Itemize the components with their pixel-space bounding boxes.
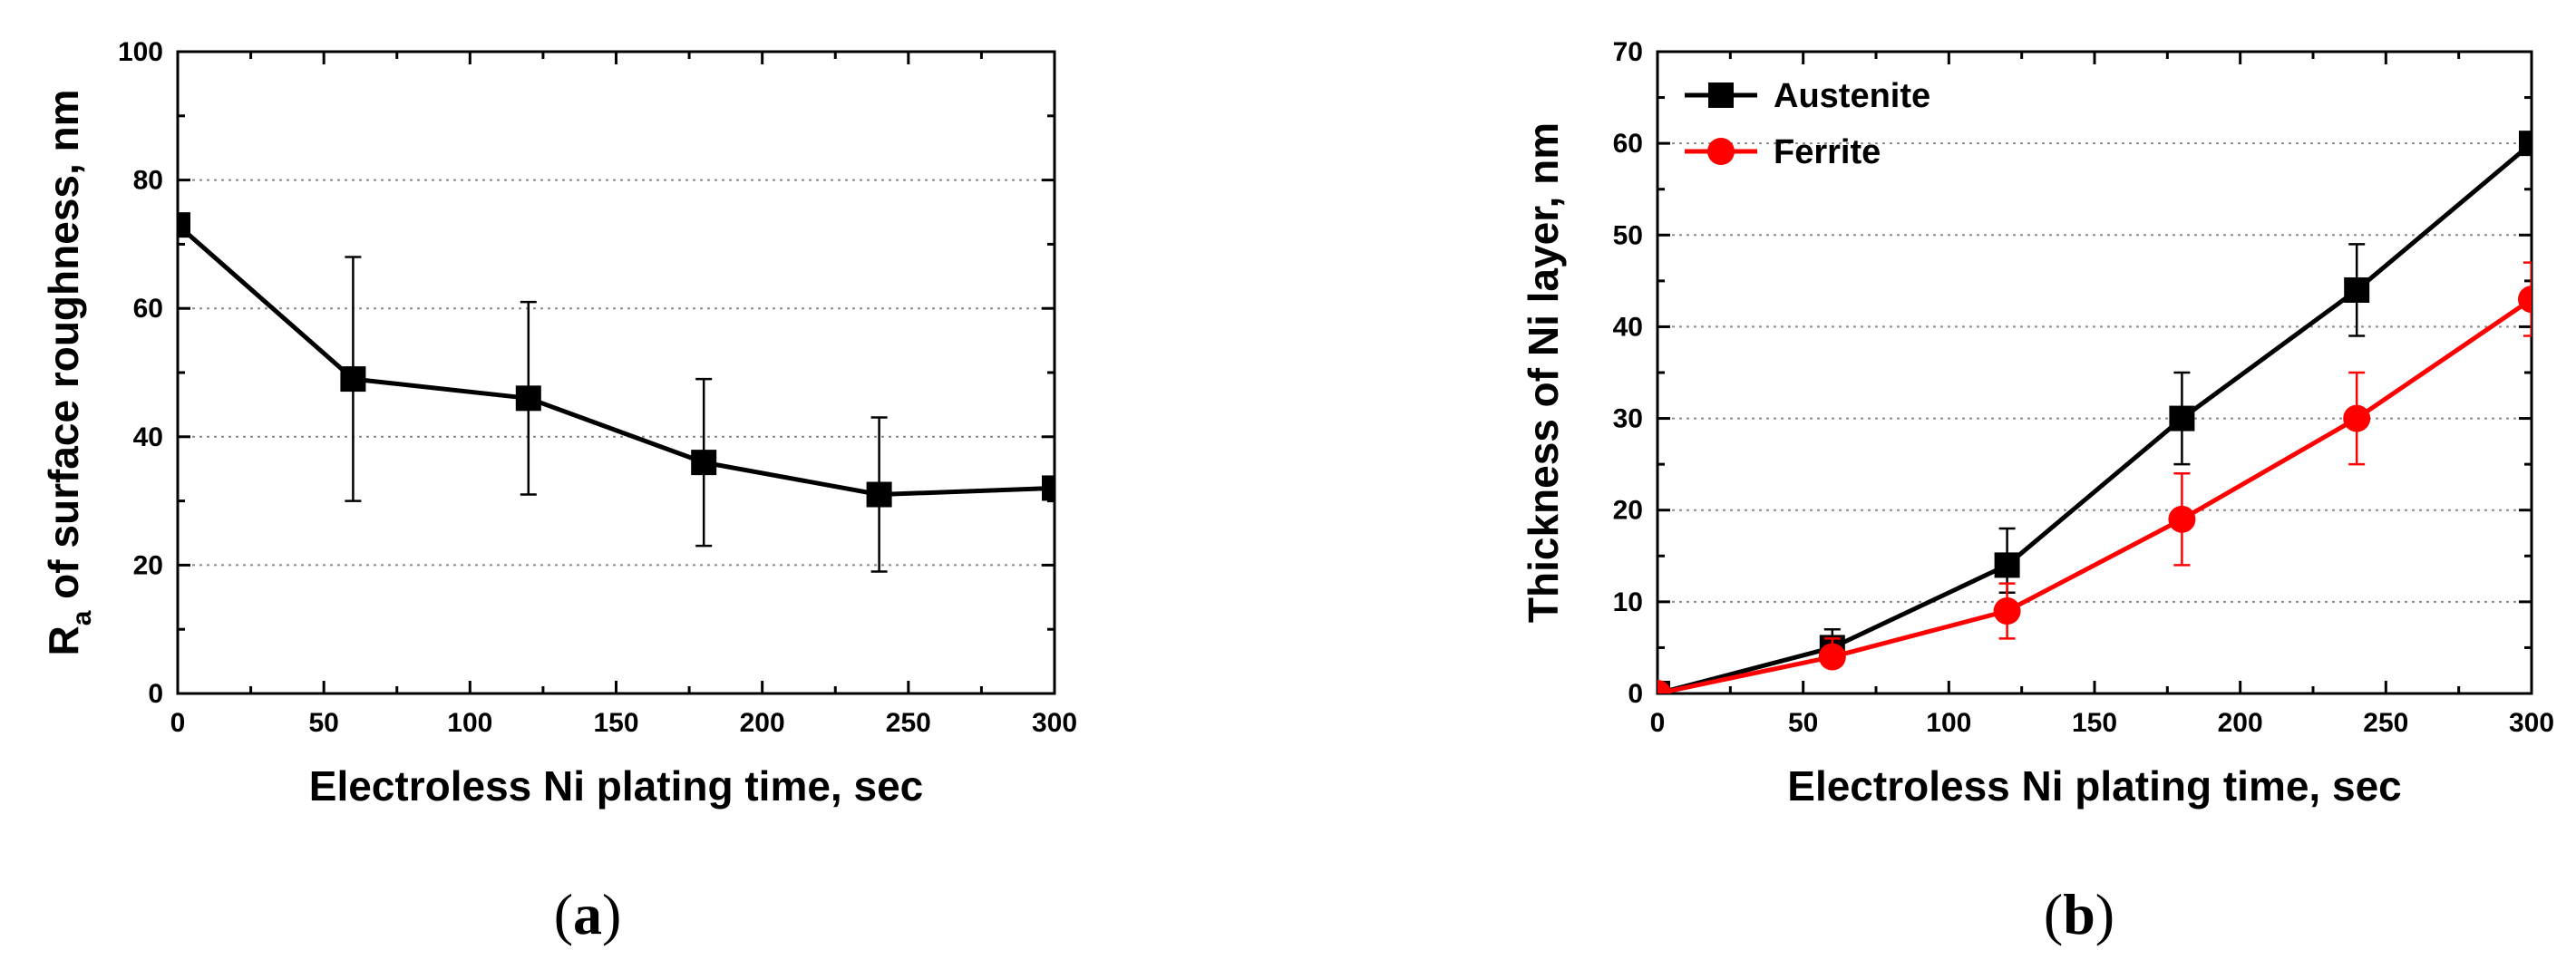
series-line [1657, 297, 2532, 693]
data-point [340, 366, 366, 393]
chart-panel-b: 0 50 100 150 200 250 300 0 10 20 30 40 50 60 70 Electro… [1520, 37, 2554, 946]
x-tick-label: 300 [2509, 708, 2554, 738]
panel-label: (a) [554, 882, 622, 946]
y-tick-label: 30 [1613, 404, 1643, 434]
legend-marker [1708, 82, 1734, 108]
series-line [1657, 141, 2532, 693]
x-tick-label: 250 [2363, 708, 2408, 738]
x-tick-label: 100 [447, 708, 492, 738]
y-tick-label: 20 [133, 550, 163, 580]
x-tick-label: 200 [740, 708, 785, 738]
chart-panel-a: 0 50 100 150 200 250 300 0 20 40 60 80 100 Electroles… [40, 37, 1077, 946]
x-tick-label: 250 [886, 708, 931, 738]
y-axis-title-subscript: a [67, 610, 97, 625]
data-point [691, 450, 717, 476]
panel-label-open: ( [554, 882, 573, 946]
y-axis-title-main: R [40, 625, 87, 655]
x-tick-label: 150 [593, 708, 638, 738]
panel-label-letter: b [2063, 882, 2095, 946]
x-tick-label: 100 [1926, 708, 1971, 738]
y-tick-label: 20 [1613, 496, 1643, 526]
data-point [1657, 680, 1671, 693]
legend-marker [1707, 138, 1735, 165]
x-tick-label: 300 [1032, 708, 1077, 738]
y-tick-label: 60 [1613, 129, 1643, 159]
x-tick-label: 0 [1650, 708, 1666, 738]
data-point [2519, 131, 2532, 157]
plot-area [178, 212, 1055, 573]
panel-label-open: ( [2044, 882, 2063, 946]
y-tick-label: 40 [1613, 312, 1643, 342]
panel-label-letter: a [573, 882, 602, 946]
y-tick-label: 100 [118, 37, 163, 67]
y-tick-label: 0 [1628, 679, 1643, 709]
y-tick-label: 0 [148, 679, 163, 709]
x-tick-label: 150 [2072, 708, 2117, 738]
data-point [2343, 404, 2371, 432]
panel-label-close: ) [602, 882, 621, 946]
legend-label: Austenite [1774, 77, 1930, 115]
y-axis-title: Ra of surface roughness, nm [40, 89, 97, 655]
y-tick-label: 40 [133, 422, 163, 452]
y-tick-label: 70 [1613, 37, 1643, 67]
data-point [2169, 405, 2195, 432]
data-point [866, 481, 892, 508]
data-point [1993, 596, 2021, 625]
series-line [178, 223, 1055, 498]
y-axis-title-rest: of surface roughness, nm [40, 89, 87, 610]
plot-frame [176, 50, 1056, 695]
data-point [2344, 276, 2370, 303]
data-point [1994, 552, 2020, 578]
x-tick-label: 200 [2218, 708, 2263, 738]
data-point [2168, 505, 2196, 533]
data-point [515, 385, 541, 412]
legend-label: Ferrite [1774, 133, 1881, 171]
x-tick-label: 0 [170, 708, 186, 738]
x-axis-title: Electroless Ni plating time, sec [309, 762, 923, 810]
panel-label: (b) [2044, 882, 2114, 946]
x-tick-label: 50 [1788, 708, 1818, 738]
y-axis-title: Thickness of Ni layer, nm [1520, 122, 1567, 623]
data-point [2518, 286, 2532, 314]
y-tick-label: 80 [133, 166, 163, 196]
plot-area [1657, 131, 2532, 693]
data-point [1042, 475, 1055, 501]
y-tick-label: 10 [1613, 587, 1643, 617]
x-axis-title: Electroless Ni plating time, sec [1787, 762, 2401, 810]
data-point [178, 212, 190, 238]
data-point [1818, 643, 1846, 671]
y-tick-label: 50 [1613, 220, 1643, 250]
y-tick-label: 60 [133, 294, 163, 324]
panel-label-close: ) [2095, 882, 2114, 946]
x-tick-label: 50 [308, 708, 338, 738]
